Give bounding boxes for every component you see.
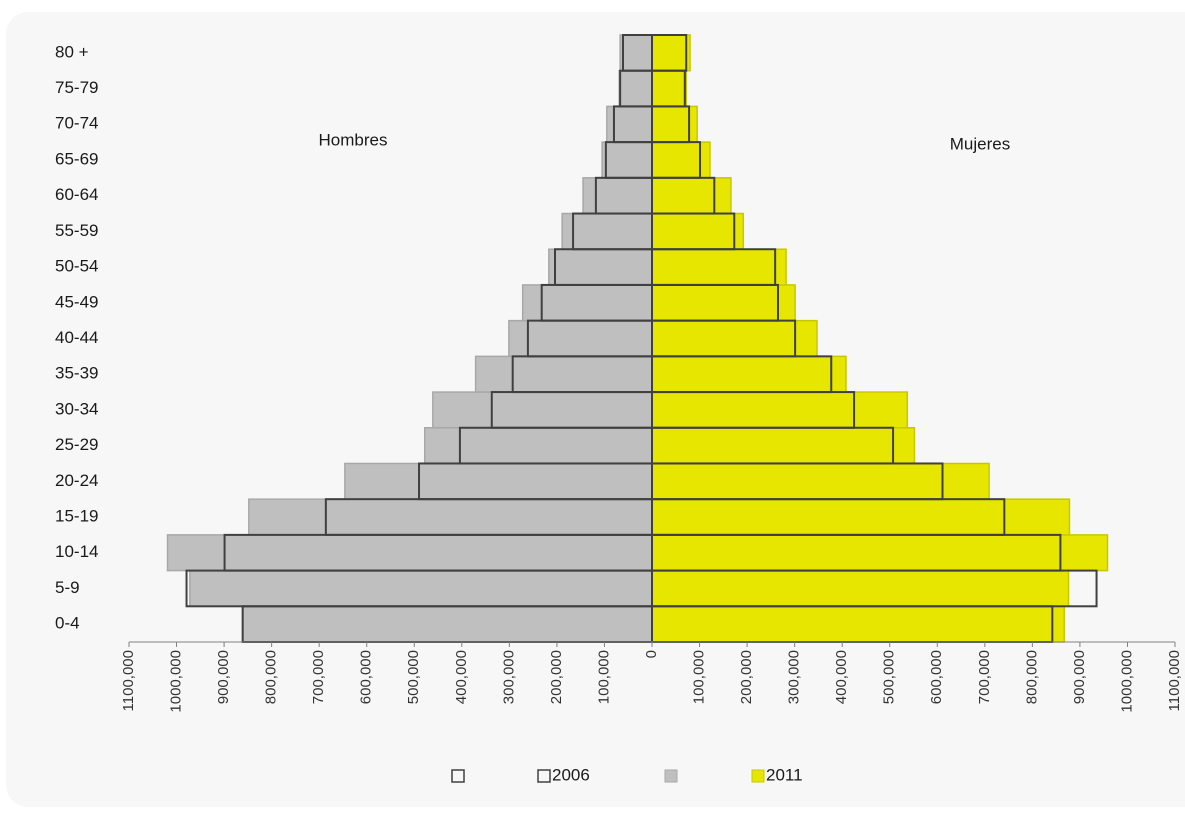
x-tick-label: 100,000 [595,650,612,704]
x-tick-label: 400,000 [833,650,850,704]
legend-marker [664,769,678,783]
x-tick-label: 1100,000 [1166,650,1183,711]
x-tick-label: 400,000 [453,650,470,704]
x-tick-label: 100,000 [691,650,708,704]
bar [651,569,1070,608]
legend-marker [451,769,465,783]
bar [474,355,653,393]
legend-marker [751,769,765,783]
bar [601,141,653,179]
legend-label: 2006 [552,765,590,784]
y-tick-label: 80 + [55,42,89,61]
bar [651,177,732,215]
bar [651,141,711,179]
x-tick-label: 700,000 [310,650,327,704]
y-tick-label: 60-64 [55,185,98,204]
y-tick-label: 20-24 [55,471,98,490]
x-tick-label: 600,000 [358,650,375,704]
bar [651,498,1071,536]
x-tick-label: 900,000 [215,650,232,704]
x-tick-label: 800,000 [1023,650,1040,704]
bar [651,355,847,393]
y-tick-label: 5-9 [55,578,80,597]
x-tick-label: 600,000 [928,650,945,704]
y-tick-label: 10-14 [55,542,98,561]
bar [619,34,653,72]
bar [651,391,909,429]
y-tick-label: 70-74 [55,114,98,133]
y-tick-label: 65-69 [55,149,98,168]
bar [651,462,990,500]
bar [189,569,653,608]
bar [248,498,653,536]
bar [651,105,698,143]
x-tick-label: 700,000 [976,650,993,704]
y-tick-label: 35-39 [55,364,98,383]
bar [618,69,653,108]
y-tick-label: 15-19 [55,507,98,526]
x-tick-label: 1000,000 [1118,650,1135,713]
bar [423,427,653,465]
bar [651,69,687,108]
x-tick-label: 0 [643,650,660,658]
bar [651,212,745,250]
y-tick-label: 30-34 [55,399,98,418]
bar [651,605,1065,643]
y-tick-label: 75-79 [55,78,98,97]
x-tick-label: 800,000 [263,650,280,704]
x-tick-label: 1000,000 [168,650,185,713]
annotation: Mujeres [950,134,1010,153]
y-tick-label: 45-49 [55,292,98,311]
annotation: Hombres [319,130,388,149]
y-tick-label: 55-59 [55,221,98,240]
bar [582,177,653,215]
x-tick-label: 900,000 [1071,650,1088,704]
legend-label: 2011 [766,765,803,784]
bar [548,248,653,286]
bar [651,34,691,72]
bar [344,462,653,500]
bar [651,284,796,322]
bar [166,534,653,572]
x-tick-label: 1100,000 [120,650,137,711]
bar [432,391,653,429]
bar [651,427,916,465]
bar [651,319,818,358]
x-tick-label: 300,000 [500,650,517,704]
x-tick-label: 300,000 [786,650,803,704]
y-tick-label: 0-4 [55,614,80,633]
y-tick-label: 50-54 [55,257,98,276]
bar [242,605,653,643]
legend-marker [537,769,551,783]
bar [561,212,653,250]
y-tick-label: 25-29 [55,435,98,454]
x-tick-label: 200,000 [548,650,565,704]
bar [651,248,787,286]
x-tick-label: 500,000 [881,650,898,704]
bar [651,534,1109,572]
x-tick-label: 500,000 [405,650,422,704]
x-tick-label: 200,000 [738,650,755,704]
bar [508,319,653,358]
y-tick-label: 40-44 [55,328,98,347]
